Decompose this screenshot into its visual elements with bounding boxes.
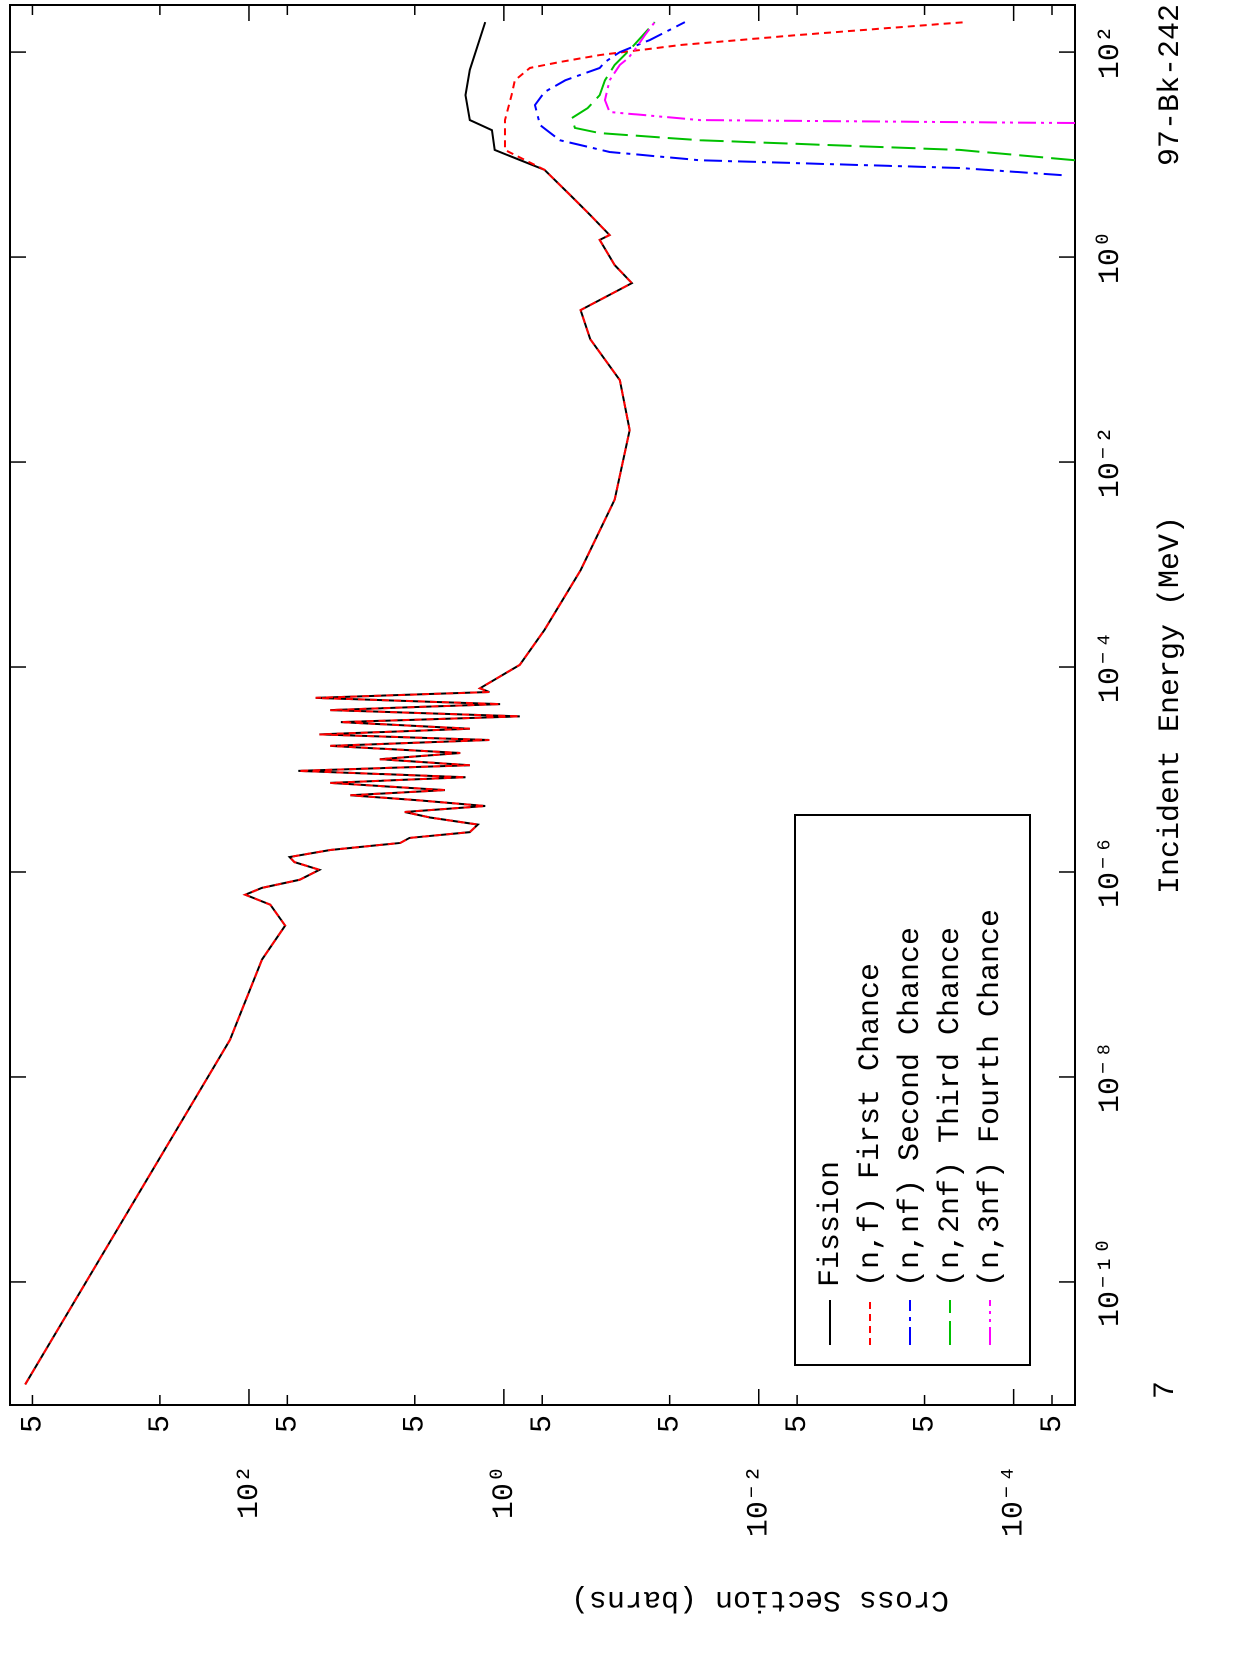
y-tick-label: 5 bbox=[16, 1415, 50, 1433]
y-axis-label: Cross Section (barns) bbox=[571, 1582, 949, 1616]
y-tick-label: 5 bbox=[526, 1415, 560, 1433]
y-tick-label: 10⁻⁴ bbox=[998, 1465, 1032, 1537]
y-tick-label: 5 bbox=[654, 1415, 688, 1433]
legend-label: (n,3nf) Fourth Chance bbox=[974, 909, 1008, 1287]
series-line bbox=[24, 21, 966, 1385]
y-tick-label: 5 bbox=[144, 1415, 178, 1433]
x-tick-label: 10⁻⁴ bbox=[1094, 631, 1128, 703]
x-axis-label: Incident Energy (MeV) bbox=[1154, 516, 1188, 894]
series-line bbox=[533, 21, 1062, 177]
legend-box bbox=[794, 814, 1031, 1366]
x-tick-label: 10² bbox=[1094, 25, 1128, 79]
x-tick-label: 10⁻² bbox=[1094, 426, 1128, 498]
annotation: 7 bbox=[1149, 1381, 1183, 1399]
legend-label: (n,nf) Second Chance bbox=[894, 927, 928, 1287]
y-tick-label: 5 bbox=[271, 1415, 305, 1433]
series-line bbox=[603, 21, 1075, 125]
y-tick-label: 5 bbox=[908, 1415, 942, 1433]
y-tick-label: 5 bbox=[399, 1415, 433, 1433]
chart-title: 97-Bk-242 bbox=[1154, 4, 1188, 166]
series-line bbox=[570, 21, 1075, 162]
y-tick-label: 10² bbox=[233, 1465, 267, 1519]
x-tick-label: 10⁻⁸ bbox=[1094, 1041, 1128, 1113]
x-tick-label: 10⁻¹⁰ bbox=[1094, 1237, 1128, 1327]
y-tick-label: 5 bbox=[1036, 1415, 1070, 1433]
y-tick-label: 5 bbox=[781, 1415, 815, 1433]
x-tick-label: 10⁻⁶ bbox=[1094, 836, 1128, 908]
curves bbox=[24, 21, 1075, 1385]
x-tick-label: 10⁰ bbox=[1094, 230, 1128, 284]
legend-label: Fission bbox=[814, 1161, 848, 1287]
series-line bbox=[24, 21, 634, 1385]
y-tick-label: 10⁰ bbox=[488, 1465, 522, 1519]
legend-label: (n,2nf) Third Chance bbox=[934, 927, 968, 1287]
legend-label: (n,f) First Chance bbox=[854, 963, 888, 1287]
rotated-page: 97-Bk-242 Incident Energy (MeV) 7 Cross … bbox=[9, 4, 1188, 1616]
y-tick-label: 10⁻² bbox=[743, 1465, 777, 1537]
